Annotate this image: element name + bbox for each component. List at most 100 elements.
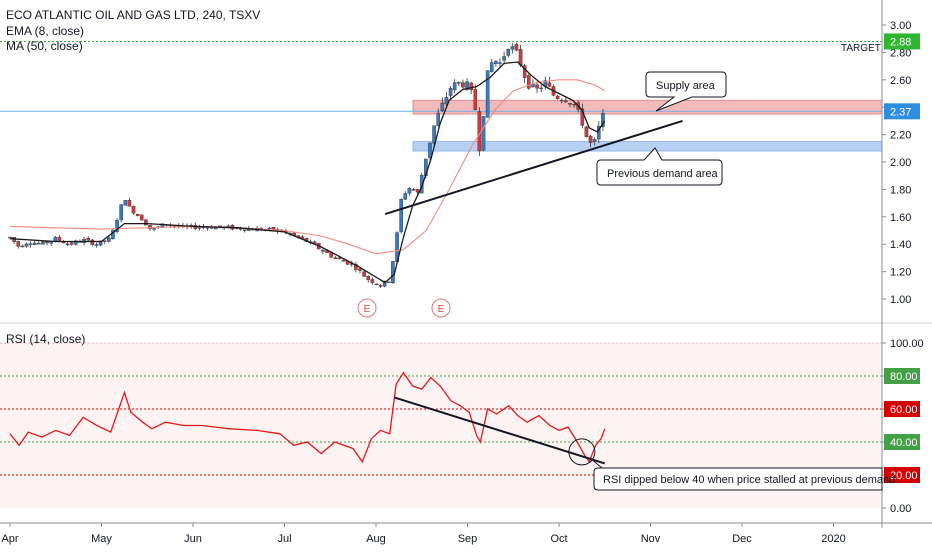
candle-body (370, 279, 375, 283)
candle-body (362, 271, 366, 277)
candle-body (559, 99, 564, 102)
candle-body (391, 261, 395, 283)
target-badge-text: 2.88 (890, 36, 911, 48)
time-tick-label: Oct (550, 533, 567, 545)
rsi-tick-label: 100.00 (890, 338, 924, 350)
candle-body (382, 280, 387, 287)
candle-body (411, 189, 416, 191)
price-tick-label: 1.20 (890, 267, 911, 279)
demand-callout[interactable]: Previous demand area (596, 147, 723, 186)
candle-body (403, 193, 408, 200)
candle-body (378, 285, 383, 287)
rsi-40-badge-text: 40.00 (890, 437, 918, 449)
earnings-marker-2-text: E (438, 304, 445, 315)
earnings-marker-2[interactable]: E (431, 298, 451, 318)
rsi-callout[interactable]: RSI dipped below 40 when price stalled a… (589, 457, 895, 491)
candle-body (494, 60, 498, 64)
candle-body (477, 111, 482, 152)
candle-body (555, 95, 560, 99)
time-tick-label: Aug (366, 533, 386, 545)
candle-body (57, 236, 62, 241)
rsi-layer (9, 371, 606, 464)
candle-body (65, 243, 70, 246)
price-tick-label: 1.40 (890, 239, 911, 251)
candle-body (432, 125, 436, 144)
target-label: TARGET (841, 43, 881, 54)
time-tick-label: Jun (184, 533, 202, 545)
candle-body (580, 108, 585, 126)
candle-body (20, 245, 25, 248)
candle-body (539, 87, 543, 90)
candle-body (419, 175, 424, 194)
supply-callout-bubble (645, 71, 727, 112)
x-axis[interactable]: Apr May Jun Jul Aug Sep Oct Nov Dec 2020 (1, 523, 846, 545)
candle-body (597, 126, 601, 140)
candle-body (564, 100, 568, 103)
candle-body (102, 240, 107, 242)
candle-body (592, 139, 597, 142)
rsi-line (9, 371, 606, 464)
earnings-marker-2-circle (431, 298, 451, 318)
candle-body (41, 241, 45, 245)
candle-body (8, 236, 12, 239)
rsi-legend[interactable]: RSI (14, close) (6, 332, 85, 346)
candle-body (452, 82, 457, 91)
price-tick-label: 1.60 (890, 212, 911, 224)
candle-body (510, 46, 515, 50)
candle-body (461, 82, 465, 88)
candle-body (267, 227, 272, 230)
candle-body (527, 75, 531, 89)
rsi-callout-pointer (589, 457, 603, 469)
candle-body (115, 220, 119, 232)
candle-body (465, 81, 469, 90)
candle-body (329, 252, 333, 258)
last-price-badge-text: 2.37 (890, 106, 911, 118)
ma-legend[interactable]: MA (50, close) (6, 39, 83, 53)
candle-body (407, 188, 412, 194)
candle-body (148, 224, 152, 229)
indicator-lines-layer (9, 61, 606, 284)
price-tick-label: 1.00 (890, 294, 911, 306)
candle-body (321, 249, 325, 252)
supply-callout[interactable]: Supply area (645, 71, 727, 112)
candle-body (131, 206, 136, 214)
candle-body (584, 126, 589, 137)
rsi-20-badge-bg (884, 467, 920, 483)
target-badge-bg (884, 33, 920, 50)
candle-body (358, 268, 362, 271)
candle-body (436, 112, 441, 127)
candle-body (127, 200, 132, 207)
candle-body (601, 112, 605, 127)
candle-body (481, 116, 486, 151)
ema-legend[interactable]: EMA (8, close) (6, 24, 84, 38)
rsi-callout-bubble (593, 467, 883, 491)
rsi-80-badge-text: 80.00 (890, 371, 918, 383)
candle-body (45, 241, 49, 244)
candle-body (522, 65, 527, 78)
rsi-60-badge-text: 60.00 (890, 404, 918, 416)
candle-body (90, 239, 95, 245)
candle-body (506, 49, 511, 56)
demand-callout-text: Previous demand area (607, 168, 719, 180)
candle-body (502, 56, 506, 61)
y-axis[interactable]: 3.002.802.602.402.202.001.801.601.401.20… (882, 20, 924, 515)
price-tick-label: 2.20 (890, 130, 911, 142)
candle-body (24, 243, 29, 247)
symbol-legend[interactable]: ECO ATLANTIC OIL AND GAS LTD, 240, TSXV (6, 8, 260, 22)
supply-callout-text: Supply area (656, 80, 716, 92)
candle-body (440, 102, 445, 111)
earnings-marker-1[interactable]: E (357, 298, 377, 318)
candle-body (119, 204, 123, 221)
candle-body (572, 103, 576, 106)
supply-zone (412, 99, 883, 115)
candle-body (139, 214, 144, 221)
price-tick-label: 3.00 (890, 20, 911, 32)
demand-callout-bubble (596, 147, 723, 186)
candle-body (428, 142, 432, 159)
candle-body (489, 62, 494, 73)
candle-body (123, 200, 128, 206)
candle-body (498, 62, 502, 64)
time-tick-label: Sep (458, 533, 478, 545)
